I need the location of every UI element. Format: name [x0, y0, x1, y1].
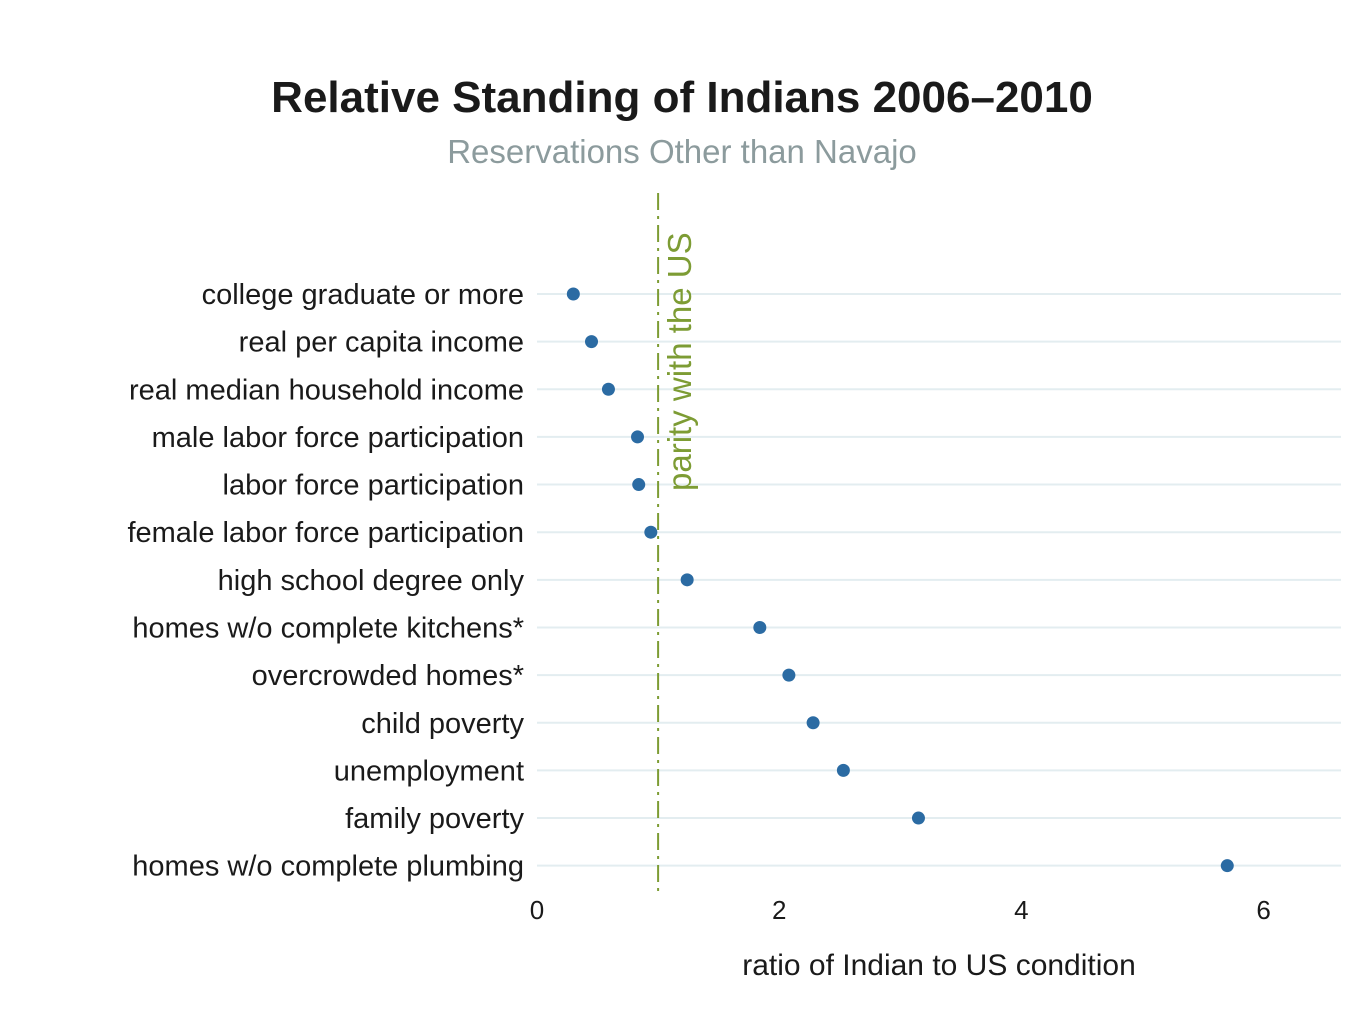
- data-point: [753, 620, 767, 634]
- category-label: homes w/o complete plumbing: [132, 851, 524, 883]
- category-label: high school degree only: [218, 565, 525, 597]
- x-tick-label: 2: [772, 895, 786, 925]
- category-label: real per capita income: [239, 327, 524, 359]
- parity-line-label: parity with the US: [661, 232, 698, 491]
- category-label: college graduate or more: [202, 279, 524, 311]
- data-point: [566, 287, 580, 301]
- data-point: [1220, 859, 1234, 873]
- category-label: child poverty: [361, 708, 524, 740]
- chart-subtitle: Reservations Other than Navajo: [447, 133, 917, 170]
- category-label: unemployment: [334, 755, 524, 787]
- category-label: homes w/o complete kitchens*: [132, 612, 524, 644]
- x-tick-label: 0: [530, 895, 544, 925]
- data-point: [584, 335, 598, 349]
- data-point: [836, 763, 850, 777]
- data-point: [806, 716, 820, 730]
- data-point: [601, 382, 615, 396]
- data-point: [632, 478, 646, 492]
- category-label: real median household income: [129, 374, 524, 406]
- category-label: overcrowded homes*: [252, 660, 524, 692]
- category-label: family poverty: [345, 803, 524, 835]
- category-label: male labor force participation: [152, 422, 524, 454]
- data-point: [782, 668, 796, 682]
- x-tick-label: 4: [1014, 895, 1028, 925]
- data-point: [631, 430, 645, 444]
- data-point: [680, 573, 694, 587]
- chart-title: Relative Standing of Indians 2006–2010: [271, 73, 1093, 122]
- category-label: labor force participation: [223, 470, 524, 502]
- category-label: female labor force participation: [127, 517, 524, 549]
- x-axis-title: ratio of Indian to US condition: [742, 949, 1136, 982]
- data-point: [911, 811, 925, 825]
- x-tick-label: 6: [1256, 895, 1270, 925]
- data-point: [644, 525, 658, 539]
